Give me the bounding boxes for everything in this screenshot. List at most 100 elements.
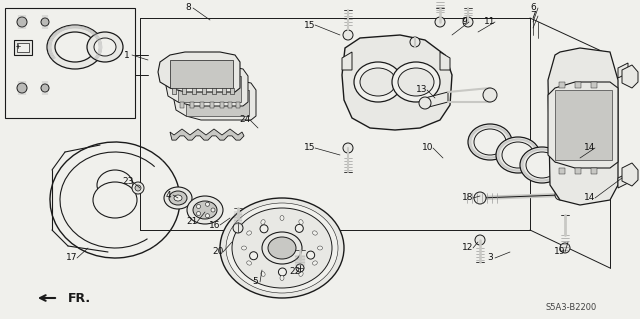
Circle shape: [211, 208, 215, 212]
Polygon shape: [180, 102, 184, 108]
Ellipse shape: [232, 208, 332, 288]
Circle shape: [260, 225, 268, 233]
Polygon shape: [236, 102, 240, 108]
Ellipse shape: [94, 38, 116, 56]
Ellipse shape: [93, 182, 137, 218]
Polygon shape: [220, 102, 224, 108]
Polygon shape: [170, 60, 233, 88]
Ellipse shape: [268, 237, 296, 259]
Ellipse shape: [312, 231, 317, 235]
Ellipse shape: [226, 203, 338, 293]
Polygon shape: [230, 88, 234, 94]
Text: 20: 20: [212, 248, 224, 256]
Text: 17: 17: [67, 254, 77, 263]
Polygon shape: [618, 173, 628, 188]
Polygon shape: [186, 90, 249, 116]
Text: 24: 24: [239, 115, 251, 124]
Ellipse shape: [193, 201, 217, 219]
Ellipse shape: [392, 62, 440, 102]
Ellipse shape: [299, 220, 303, 224]
Ellipse shape: [474, 129, 506, 155]
Ellipse shape: [280, 216, 284, 220]
Ellipse shape: [262, 232, 302, 264]
Polygon shape: [559, 82, 565, 88]
Ellipse shape: [246, 231, 252, 235]
Ellipse shape: [220, 198, 344, 298]
Text: 14: 14: [584, 144, 596, 152]
Circle shape: [410, 37, 420, 47]
Circle shape: [205, 202, 209, 206]
Polygon shape: [14, 40, 32, 55]
Polygon shape: [17, 43, 29, 52]
Ellipse shape: [398, 68, 434, 96]
Ellipse shape: [169, 191, 187, 205]
Text: 1: 1: [124, 50, 130, 60]
Text: 4: 4: [165, 190, 171, 199]
Ellipse shape: [520, 147, 564, 183]
Polygon shape: [172, 88, 176, 94]
Circle shape: [196, 211, 200, 216]
Polygon shape: [548, 48, 618, 205]
Ellipse shape: [526, 152, 558, 178]
Polygon shape: [342, 52, 352, 70]
Circle shape: [475, 235, 485, 245]
Circle shape: [196, 204, 200, 209]
Ellipse shape: [164, 187, 192, 209]
Polygon shape: [170, 129, 244, 140]
Polygon shape: [591, 168, 597, 174]
Text: 19: 19: [554, 248, 566, 256]
Polygon shape: [190, 102, 194, 108]
Circle shape: [205, 214, 209, 218]
Text: 9: 9: [461, 18, 467, 26]
Circle shape: [555, 190, 565, 200]
Ellipse shape: [468, 124, 512, 160]
Polygon shape: [555, 88, 610, 162]
Ellipse shape: [502, 142, 534, 168]
Ellipse shape: [280, 276, 284, 280]
Circle shape: [483, 88, 497, 102]
Text: 18: 18: [462, 194, 474, 203]
Circle shape: [278, 268, 287, 276]
Text: FR.: FR.: [68, 292, 91, 305]
Circle shape: [17, 83, 27, 93]
Polygon shape: [210, 102, 214, 108]
Bar: [5, 8, 135, 118]
Polygon shape: [622, 163, 638, 186]
Ellipse shape: [241, 246, 246, 250]
Text: 22: 22: [289, 268, 301, 277]
Text: 8: 8: [185, 4, 191, 12]
Circle shape: [41, 18, 49, 26]
Polygon shape: [622, 65, 638, 88]
Text: 12: 12: [462, 243, 474, 253]
Polygon shape: [200, 102, 204, 108]
Text: 7: 7: [530, 11, 536, 20]
Circle shape: [307, 251, 315, 259]
Text: 23: 23: [122, 177, 134, 187]
Ellipse shape: [496, 137, 540, 173]
Ellipse shape: [246, 261, 252, 265]
Circle shape: [132, 182, 144, 194]
Polygon shape: [202, 88, 206, 94]
Ellipse shape: [360, 68, 396, 96]
Text: 16: 16: [209, 220, 221, 229]
Polygon shape: [575, 82, 581, 88]
Circle shape: [41, 84, 49, 92]
Polygon shape: [222, 88, 226, 94]
Ellipse shape: [261, 220, 265, 224]
Text: 15: 15: [304, 20, 316, 29]
Polygon shape: [182, 88, 186, 94]
Text: 3: 3: [487, 254, 493, 263]
Ellipse shape: [87, 32, 123, 62]
Polygon shape: [618, 63, 628, 78]
Ellipse shape: [317, 246, 323, 250]
Ellipse shape: [261, 271, 265, 276]
Text: 14: 14: [584, 194, 596, 203]
Polygon shape: [440, 52, 450, 70]
Circle shape: [250, 252, 258, 260]
Polygon shape: [166, 66, 248, 106]
Ellipse shape: [55, 32, 95, 62]
Polygon shape: [559, 168, 565, 174]
Text: 13: 13: [416, 85, 428, 94]
Text: 11: 11: [484, 18, 496, 26]
Ellipse shape: [354, 62, 402, 102]
